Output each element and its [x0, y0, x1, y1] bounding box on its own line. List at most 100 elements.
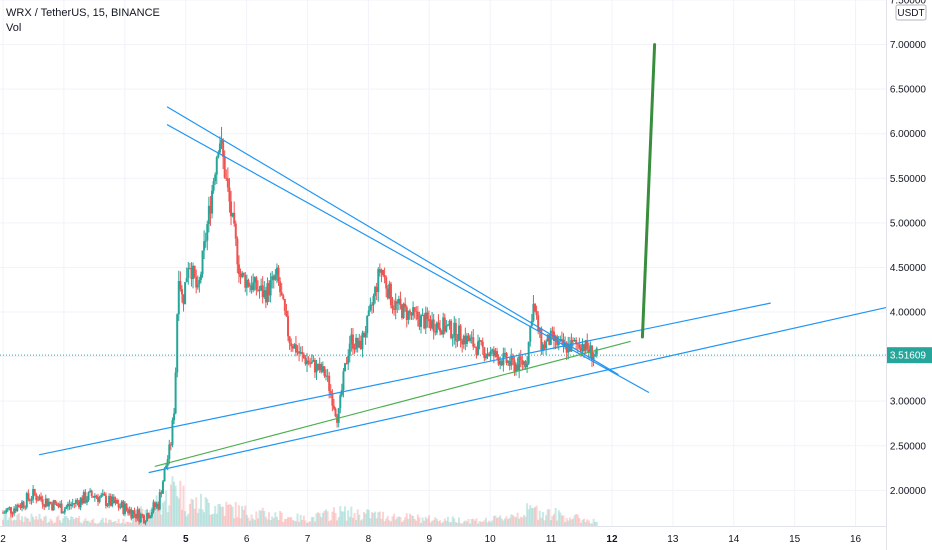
- volume-bar: [212, 513, 215, 526]
- candle-body: [313, 359, 316, 373]
- volume-bar: [279, 511, 282, 526]
- candle-body: [131, 510, 134, 519]
- volume-bar: [410, 515, 413, 526]
- volume-bar: [489, 522, 492, 526]
- volume-bar: [209, 514, 212, 526]
- price-axis[interactable]: 2.000002.500003.000003.500004.000004.500…: [890, 0, 927, 497]
- trendline[interactable]: [38, 302, 771, 456]
- volume-bar: [492, 516, 495, 526]
- volume-bar: [285, 518, 288, 526]
- trendline[interactable]: [166, 124, 650, 393]
- candle-body: [412, 307, 415, 316]
- volume-bar: [342, 511, 345, 526]
- time-axis[interactable]: 2 3 4 5 6 7 8 9 10 11 12 13 14 15 16: [0, 534, 861, 545]
- trendline[interactable]: [154, 340, 631, 467]
- candle-body: [584, 340, 587, 351]
- candle-body: [337, 408, 340, 423]
- candle-body: [203, 241, 206, 251]
- volume-bar: [21, 516, 24, 526]
- candle-body: [301, 352, 304, 355]
- volume-bar: [374, 511, 377, 526]
- candle-body: [9, 507, 12, 514]
- volume-indicator-label[interactable]: Vol: [6, 22, 22, 34]
- volume-bar: [35, 516, 38, 526]
- volume-bar: [258, 510, 261, 526]
- time-tick-label: 8: [366, 534, 372, 545]
- candle-body: [280, 292, 283, 296]
- candle-body: [236, 238, 239, 265]
- volume-bar: [155, 495, 158, 526]
- candle-body: [415, 311, 418, 313]
- volume-bar: [185, 516, 188, 526]
- volume-bar: [120, 522, 123, 526]
- candle-body: [249, 285, 252, 287]
- volume-bar: [323, 510, 326, 526]
- volume-bar: [484, 517, 487, 526]
- volume-bar: [579, 522, 582, 526]
- candle-body: [25, 493, 28, 508]
- candle-body: [90, 490, 93, 496]
- candle-body: [138, 509, 141, 523]
- candle-body: [54, 500, 57, 504]
- candle-body: [465, 335, 468, 344]
- time-tick-label: 6: [244, 534, 250, 545]
- volume-bar: [465, 521, 468, 526]
- volume-bar: [570, 519, 573, 526]
- candle-body: [97, 497, 100, 502]
- volume-bar: [326, 511, 329, 526]
- currency-badge[interactable]: USDT: [895, 4, 927, 21]
- volume-bar: [59, 520, 62, 526]
- volume-bar: [486, 522, 489, 526]
- volume-bar: [41, 520, 44, 526]
- volume-bar: [247, 517, 250, 526]
- candle-body: [459, 325, 462, 341]
- volume-bar: [54, 522, 57, 526]
- volume-bar: [207, 502, 210, 526]
- candle-body: [182, 294, 185, 305]
- candle-body: [325, 375, 328, 377]
- volume-bar: [437, 521, 440, 526]
- volume-bar: [79, 522, 82, 526]
- volume-bar: [268, 512, 271, 526]
- trendline[interactable]: [166, 106, 619, 376]
- volume-bar: [470, 518, 473, 526]
- volume-bar: [245, 514, 248, 526]
- candle-body: [592, 356, 595, 361]
- candle-body: [405, 307, 408, 320]
- volume-bar: [233, 518, 236, 526]
- volume-bar: [263, 510, 266, 526]
- volume-bar: [551, 515, 554, 526]
- volume-bar: [74, 517, 77, 526]
- volume-bar: [456, 522, 459, 526]
- trendline[interactable]: [148, 306, 887, 474]
- volume-bar: [85, 520, 88, 526]
- time-tick-label: 16: [850, 534, 862, 545]
- projection-line[interactable]: [640, 43, 657, 339]
- symbol-title[interactable]: WRX / TetherUS, 15, BINANCE: [6, 7, 160, 19]
- volume-bar: [334, 512, 337, 526]
- candle-body: [418, 319, 421, 327]
- volume-bar: [97, 523, 100, 526]
- volume-bar: [480, 521, 483, 526]
- candle-body: [218, 143, 221, 153]
- volume-bar: [68, 520, 71, 526]
- volume-bar: [71, 517, 74, 526]
- candle-body: [511, 355, 514, 361]
- volume-bar: [521, 517, 524, 526]
- volume-bar: [478, 521, 481, 526]
- volume-bar: [237, 505, 240, 526]
- candle-body: [524, 361, 527, 368]
- volume-bar: [252, 518, 255, 526]
- candle-body: [152, 502, 155, 513]
- candle-body: [532, 303, 535, 321]
- candle-body: [396, 301, 399, 304]
- volume-bar: [488, 520, 491, 526]
- candle-body: [361, 332, 364, 350]
- candle-body: [112, 496, 115, 504]
- volume-bar: [256, 518, 259, 526]
- candle-body: [283, 299, 286, 311]
- candle-body: [454, 322, 457, 341]
- candle-body: [576, 343, 579, 345]
- candle-body: [239, 274, 242, 277]
